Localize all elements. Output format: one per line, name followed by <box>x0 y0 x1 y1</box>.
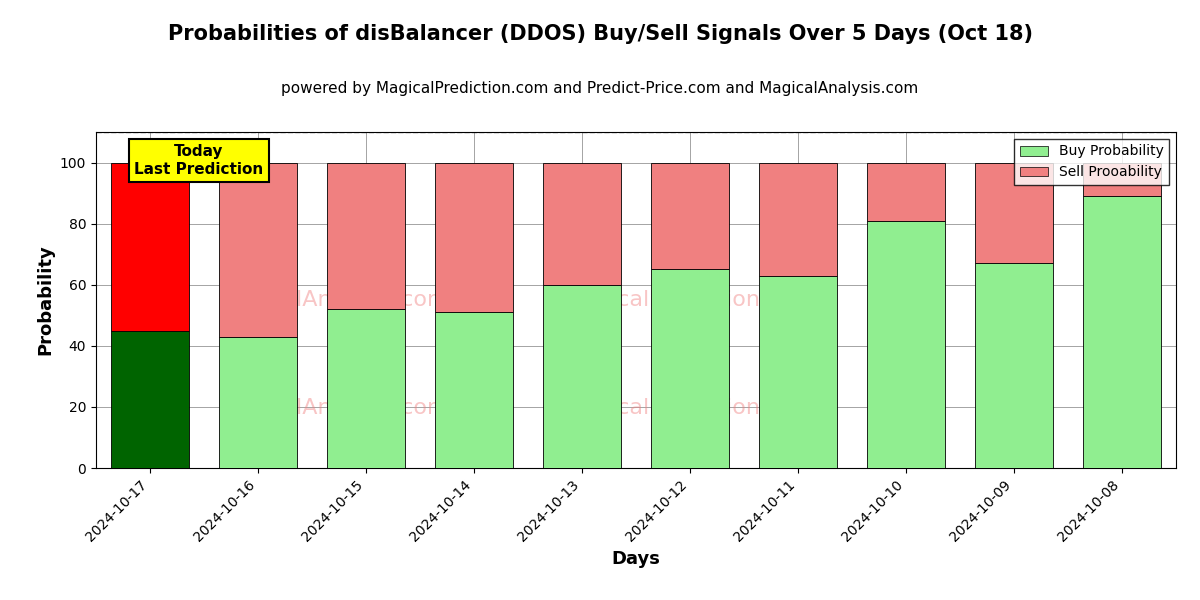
Text: powered by MagicalPrediction.com and Predict-Price.com and MagicalAnalysis.com: powered by MagicalPrediction.com and Pre… <box>281 81 919 96</box>
Text: Probabilities of disBalancer (DDOS) Buy/Sell Signals Over 5 Days (Oct 18): Probabilities of disBalancer (DDOS) Buy/… <box>168 24 1032 44</box>
Bar <box>760 163 836 275</box>
Bar <box>544 285 620 468</box>
Text: MagicalPrediction.com: MagicalPrediction.com <box>565 290 815 310</box>
Text: MagicalAnalysis.com: MagicalAnalysis.com <box>217 290 450 310</box>
Bar <box>544 163 620 285</box>
Bar <box>1084 163 1160 196</box>
Text: MagicalPrediction.com: MagicalPrediction.com <box>565 398 815 418</box>
Bar <box>328 163 404 309</box>
Bar <box>652 163 728 269</box>
Bar <box>328 309 404 468</box>
Text: MagicalAnalysis.com: MagicalAnalysis.com <box>217 398 450 418</box>
Bar <box>220 163 296 337</box>
Bar <box>112 331 188 468</box>
Text: Today
Last Prediction: Today Last Prediction <box>134 144 263 176</box>
Bar <box>436 163 512 312</box>
Bar <box>1084 196 1160 468</box>
Legend: Buy Probability, Sell Prooability: Buy Probability, Sell Prooability <box>1014 139 1169 185</box>
X-axis label: Days: Days <box>612 550 660 568</box>
Bar <box>220 337 296 468</box>
Bar <box>652 269 728 468</box>
Y-axis label: Probability: Probability <box>36 245 54 355</box>
Bar <box>976 263 1052 468</box>
Bar <box>868 221 944 468</box>
Bar <box>868 163 944 221</box>
Bar <box>760 275 836 468</box>
Bar <box>436 312 512 468</box>
Bar <box>112 163 188 331</box>
Bar <box>976 163 1052 263</box>
